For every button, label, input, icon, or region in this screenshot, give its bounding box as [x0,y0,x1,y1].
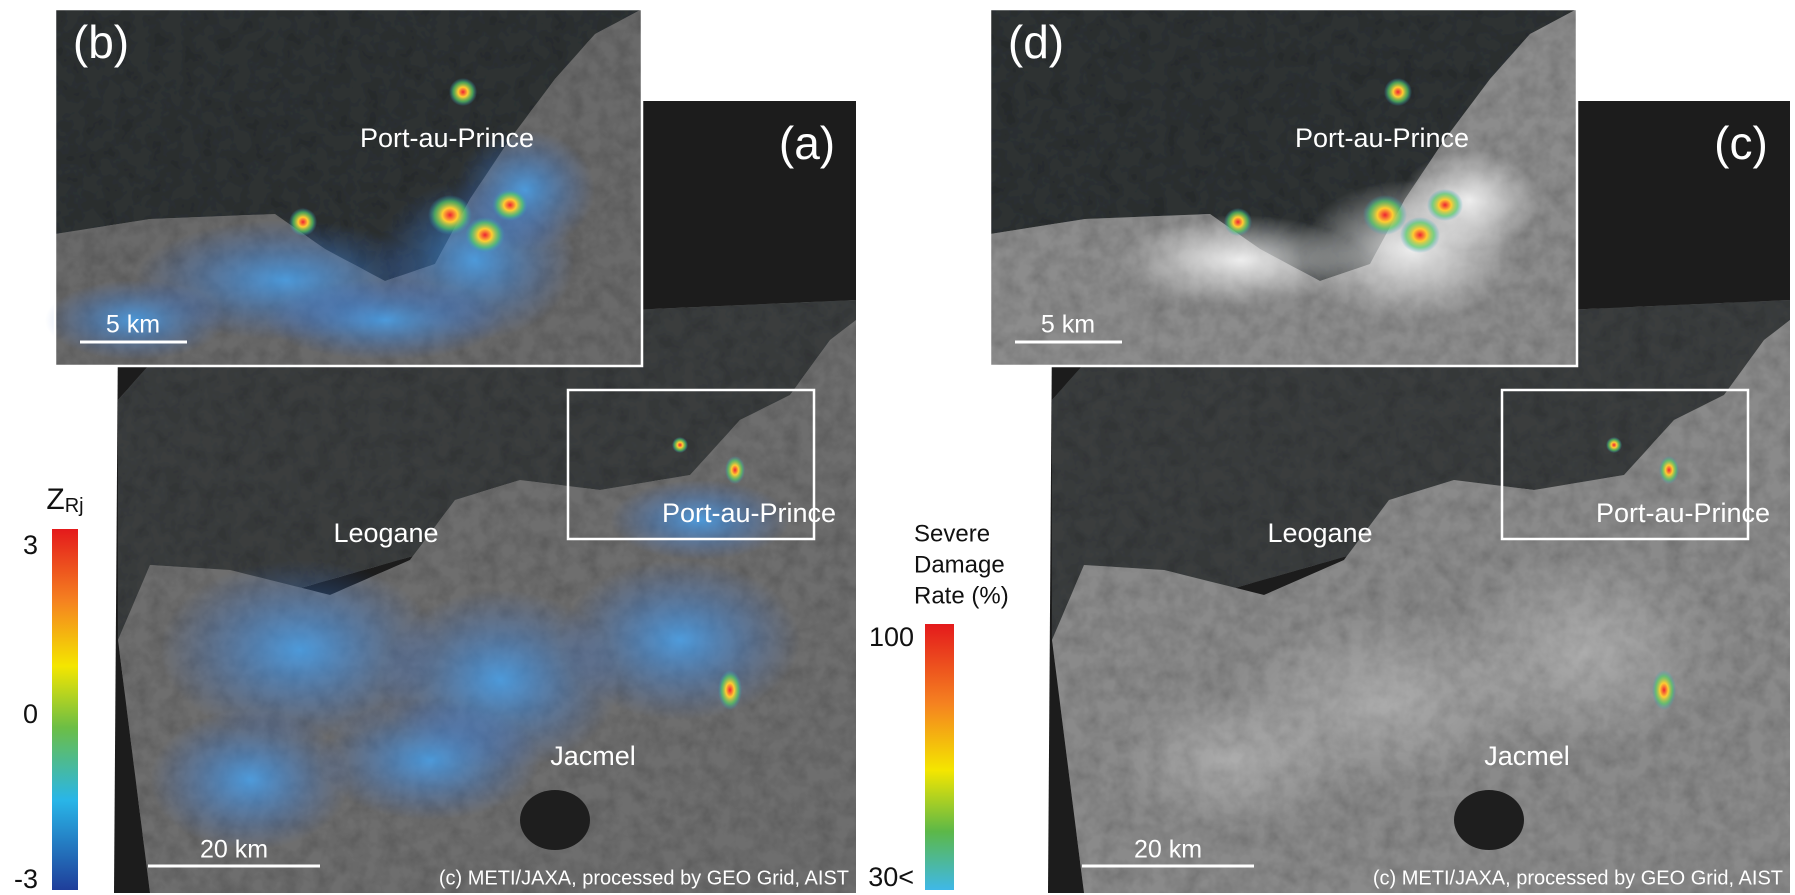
city-label: Port-au-Prince [1295,123,1469,153]
city-label: Port-au-Prince [360,123,534,153]
city-label: Jacmel [550,741,636,771]
colorbar [52,529,78,890]
colorbar-tick-label: 0 [23,699,38,729]
map-panel: (a) Leogane Port-au-Prince Jacmel 20 km (c) M… [45,7,856,893]
scale-label: 20 km [1134,836,1202,864]
bright-terrain [1444,550,1724,750]
scale-label: 20 km [200,836,268,864]
damage-spot [672,437,688,453]
legend-title: ZRj [46,483,83,517]
damage-spot [725,456,745,484]
panel-label: (c) [1714,117,1768,169]
zoom-box [566,388,816,541]
inset-border [988,7,1579,368]
city-label: Port-au-Prince [662,498,836,528]
inset-border [53,7,644,368]
sea [118,300,856,640]
city-label: Leogane [333,518,438,548]
colorbar-tick-label: 30< [868,862,914,892]
colorbar-tick-label: 100 [869,622,914,652]
legend-symbol: Z [46,483,64,516]
damage-spot [1652,670,1676,710]
bright-urban [1120,215,1360,305]
panel-label: (a) [779,117,835,169]
scale-label: 5 km [1041,311,1095,339]
credit: (c) METI/JAXA, processed by GEO Grid, AI… [1373,867,1783,889]
map-panel: (c) Leogane Port-au-Prince Jacmel 20 km (c) M… [988,7,1790,893]
damage-spot [718,670,742,710]
damage-spot [1384,78,1412,106]
colorbar [925,624,954,890]
change-overlay [560,560,800,720]
damage-spot [465,217,505,253]
damage-spot [289,208,317,236]
legend-subscript: Rj [65,495,84,517]
panel-label: (b) [73,16,129,68]
inset: (d) Port-au-Prince 5 km [988,7,1579,368]
damage-spot [1363,195,1407,235]
legend-title: Rate (%) [914,582,1009,609]
zoom-box [1500,388,1750,541]
legend-left: ZRj 3 0 -3 [14,483,84,894]
change-overlay [265,280,505,360]
city-label: Port-au-Prince [1596,498,1770,528]
city-label: Jacmel [1484,741,1570,771]
colorbar-tick-label: -3 [14,864,38,894]
change-overlay [160,560,440,740]
damage-spot [1400,217,1440,253]
change-overlay [45,280,225,360]
colorbar-tick-label: 3 [23,530,38,560]
scale-label: 5 km [106,311,160,339]
panels: (a) Leogane Port-au-Prince Jacmel 20 km (c) M… [45,7,1790,893]
bay [520,790,590,850]
damage-spot [428,195,472,235]
credit: (c) METI/JAXA, processed by GEO Grid, AI… [439,867,849,889]
damage-spot [1427,189,1463,221]
damage-spot [1606,437,1622,453]
bay [1454,790,1524,850]
damage-spot [492,189,528,221]
sea [1052,300,1790,640]
legend-title: Severe [914,520,990,547]
legend-right: Severe Damage Rate (%)100 30< [868,520,1009,892]
change-overlay [320,700,540,820]
legend-title: Damage [914,551,1005,578]
city-label: Leogane [1267,518,1372,548]
bright-terrain [1114,690,1354,830]
panel-label: (d) [1008,16,1064,68]
damage-spot [1224,208,1252,236]
inset: (b) Port-au-Prince 5 km [45,7,644,368]
damage-spot [449,78,477,106]
damage-spot [1659,456,1679,484]
change-overlay [150,710,350,850]
